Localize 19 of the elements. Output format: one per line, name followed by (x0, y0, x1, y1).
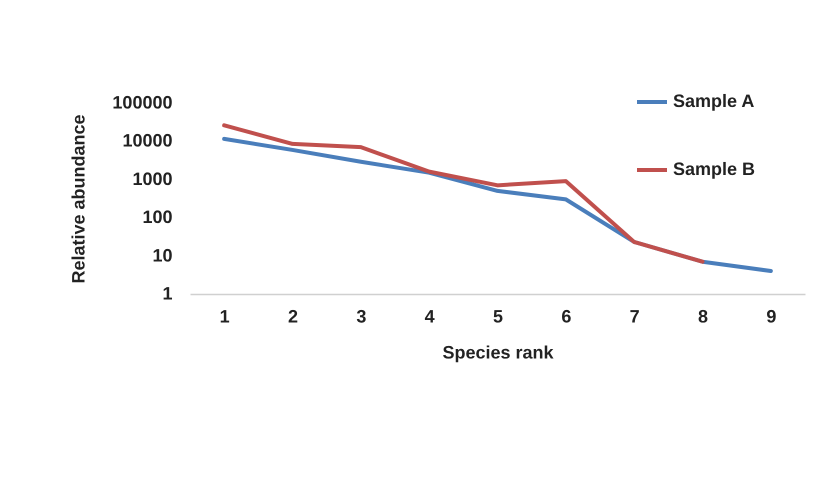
x-tick-label: 3 (356, 306, 366, 326)
y-tick-label: 1000 (132, 168, 172, 189)
y-tick-label: 100 (142, 207, 172, 228)
x-tick-label: 4 (424, 306, 435, 326)
y-tick-label: 1 (162, 284, 172, 304)
x-axis-title: Species rank (442, 342, 555, 362)
y-tick-label: 10 (152, 245, 172, 266)
legend-label: Sample A (673, 91, 754, 111)
x-tick-label: 6 (561, 306, 572, 326)
x-tick-label: 2 (288, 306, 298, 326)
legend-label: Sample B (673, 159, 756, 179)
x-tick-label: 8 (698, 306, 708, 326)
x-tick-label: 7 (630, 306, 640, 326)
y-tick-label: 100000 (112, 92, 172, 112)
y-axis-title: Relative abundance (68, 114, 88, 284)
y-tick-label: 10000 (122, 130, 172, 151)
x-tick-label: 1 (220, 306, 230, 326)
x-tick-label: 5 (492, 306, 504, 326)
x-tick-label: 9 (766, 306, 776, 326)
